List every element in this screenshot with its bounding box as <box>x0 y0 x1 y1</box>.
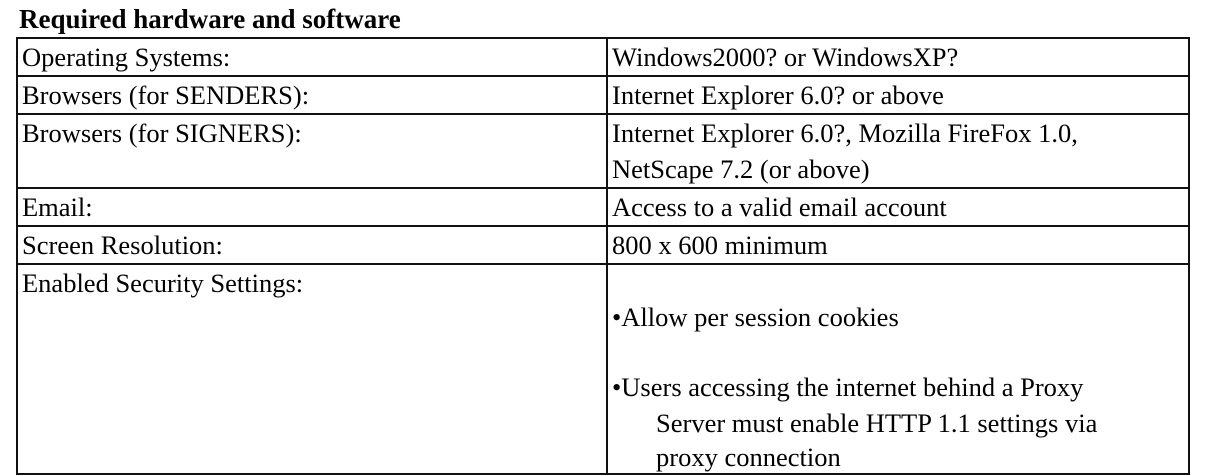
row-value: •Allow per session cookies •Users access… <box>606 263 1190 475</box>
row-label: Operating Systems: <box>16 37 608 77</box>
row-value: Windows2000? or WindowsXP? <box>606 37 1190 77</box>
table-row: Browsers (for SIGNERS): Internet Explore… <box>16 113 1190 189</box>
row-label: Enabled Security Settings: <box>16 263 608 475</box>
value-line: Internet Explorer 6.0?, Mozilla FireFox … <box>612 118 1078 148</box>
value-line: NetScape 7.2 (or above) <box>612 154 870 184</box>
row-value: Access to a valid email account <box>606 187 1190 227</box>
bullet-continuation: proxy connection <box>656 442 841 472</box>
row-value: 800 x 600 minimum <box>606 225 1190 265</box>
bullet-continuation: Server must enable HTTP 1.1 settings via <box>656 408 1098 438</box>
bullet-item: •Allow per session cookies <box>612 302 899 332</box>
row-label: Email: <box>16 187 608 227</box>
row-value: Internet Explorer 6.0? or above <box>606 75 1190 115</box>
requirements-table: Operating Systems: Windows2000? or Windo… <box>16 37 1190 475</box>
table-row: Operating Systems: Windows2000? or Windo… <box>16 37 1190 77</box>
row-label: Browsers (for SENDERS): <box>16 75 608 115</box>
table-row: Enabled Security Settings: •Allow per se… <box>16 263 1190 475</box>
row-label: Screen Resolution: <box>16 225 608 265</box>
bullet-item: •Users accessing the internet behind a P… <box>612 372 1084 402</box>
row-value: Internet Explorer 6.0?, Mozilla FireFox … <box>606 113 1190 189</box>
row-label: Browsers (for SIGNERS): <box>16 113 608 189</box>
table-row: Screen Resolution: 800 x 600 minimum <box>16 225 1190 265</box>
section-title: Required hardware and software <box>19 4 401 34</box>
table-row: Email: Access to a valid email account <box>16 187 1190 227</box>
table-row: Browsers (for SENDERS): Internet Explore… <box>16 75 1190 115</box>
